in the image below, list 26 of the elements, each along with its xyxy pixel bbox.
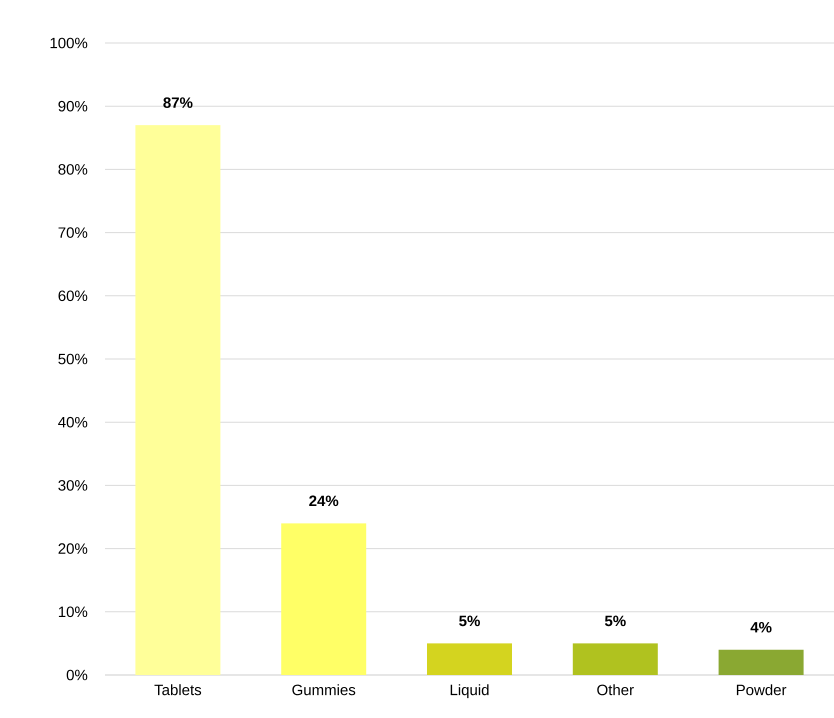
data-label: 87%	[163, 97, 193, 108]
bar	[281, 523, 366, 675]
y-tick-label: 100%	[50, 38, 88, 48]
y-tick-label: 50%	[58, 354, 88, 364]
y-tick-label: 90%	[58, 100, 88, 112]
y-tick-label: 70%	[58, 227, 88, 238]
bar	[427, 643, 512, 675]
y-tick-label: 40%	[58, 416, 88, 428]
y-tick-label: 80%	[58, 164, 88, 175]
bar	[135, 125, 220, 675]
data-label: 24%	[309, 496, 338, 506]
data-label: 4%	[750, 622, 772, 633]
y-tick-label: 20%	[58, 543, 88, 554]
x-tick-label: Other	[597, 684, 634, 696]
y-tick-label: 30%	[58, 480, 88, 491]
bar	[572, 643, 658, 675]
x-tick-label: Tablets	[154, 684, 202, 696]
x-tick-label: Powder	[736, 684, 786, 696]
bar	[718, 650, 804, 675]
data-label: 5%	[604, 616, 626, 626]
data-label: 5%	[459, 616, 480, 626]
y-tick-label: 60%	[58, 290, 88, 302]
y-tick-label: 10%	[58, 606, 88, 618]
x-tick-label: Liquid	[450, 684, 489, 698]
y-tick-label: 0%	[66, 670, 88, 680]
x-tick-label: Gummies	[292, 684, 356, 696]
